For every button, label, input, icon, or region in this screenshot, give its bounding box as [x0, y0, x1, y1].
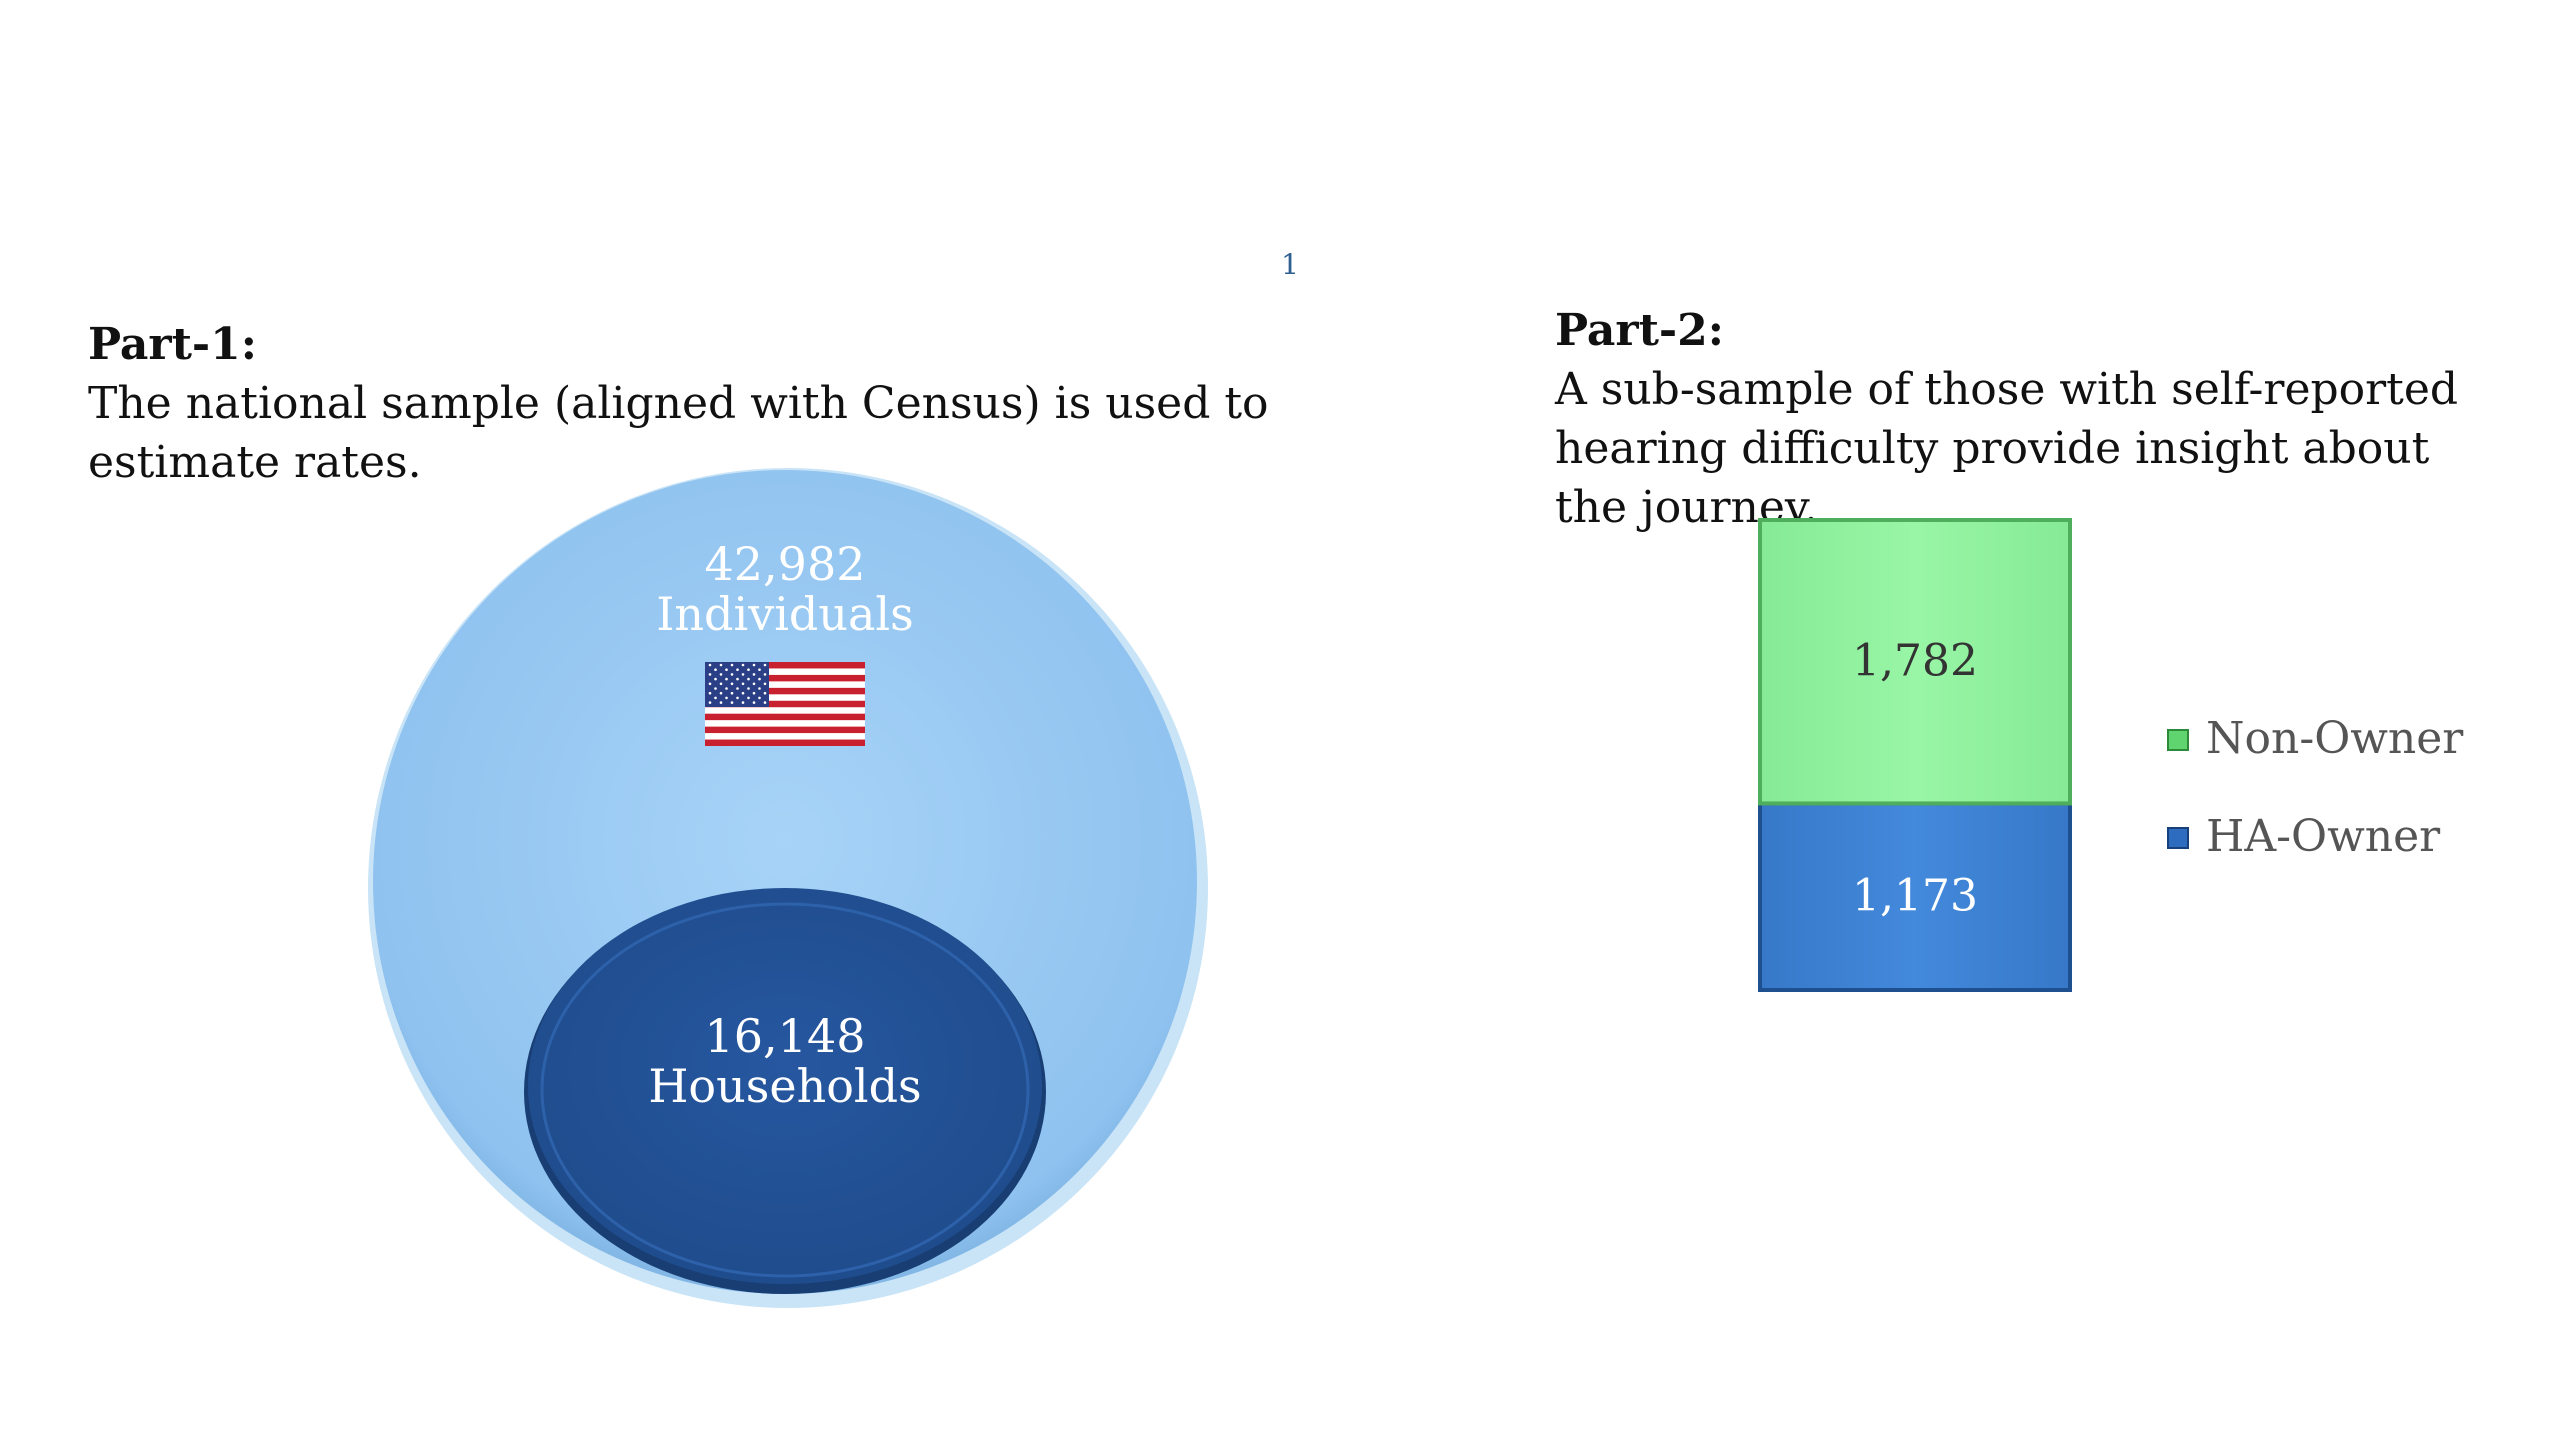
flag-star	[752, 691, 756, 695]
flag-star	[708, 663, 712, 667]
non-owner-value-label: 1,782	[1852, 636, 1978, 687]
flag-star	[758, 687, 761, 690]
flag-star	[758, 696, 761, 700]
flag-star	[747, 696, 750, 700]
flag-star	[725, 687, 728, 690]
flag-star	[719, 691, 723, 695]
flag-star	[741, 691, 745, 695]
owner-stacked-bar-chart: 1,782 1,173 Non-Owner HA-Owner	[1758, 518, 2464, 992]
flag-star	[736, 696, 739, 700]
part-2-text: A sub-sample of those with self-reported…	[1555, 364, 2459, 533]
flag-star	[763, 673, 767, 676]
flag-star	[730, 673, 734, 676]
flag-star	[708, 691, 712, 695]
legend: Non-Owner HA-Owner	[2167, 713, 2464, 862]
flag-star	[730, 691, 734, 695]
flag-stripe	[705, 726, 865, 734]
flag-star	[708, 682, 712, 686]
flag-star	[730, 682, 734, 686]
part-1-text: The national sample (aligned with Census…	[88, 378, 1269, 488]
sample-venn-chart: 42,982 Individuals 16,148 Households	[368, 468, 1208, 1308]
flag-star	[714, 668, 717, 671]
households-label: Households	[648, 1059, 921, 1113]
flag-stripe	[705, 739, 865, 746]
flag-star	[741, 682, 745, 686]
flag-star	[725, 696, 728, 700]
households-count: 16,148	[705, 1009, 866, 1063]
flag-star	[719, 682, 723, 686]
flag-star	[741, 701, 745, 704]
part-1-heading: Part-1:	[88, 319, 258, 370]
flag-star	[752, 682, 756, 686]
flag-star	[708, 701, 712, 704]
us-flag-icon	[705, 662, 865, 746]
legend-label-non-owner: Non-Owner	[2206, 713, 2464, 764]
flag-stripe	[705, 700, 865, 708]
flag-star	[741, 673, 745, 676]
part-2-description: Part-2: A sub-sample of those with self-…	[1555, 302, 2515, 537]
households-circle	[528, 888, 1042, 1284]
flag-star	[752, 663, 756, 667]
part-2-heading: Part-2:	[1555, 305, 1725, 356]
part-1-description: Part-1: The national sample (aligned wit…	[88, 316, 1328, 492]
flag-stripe	[705, 674, 865, 682]
ha-owner-value-label: 1,173	[1852, 871, 1978, 922]
flag-star	[763, 682, 767, 686]
flag-star	[708, 673, 712, 676]
individuals-count: 42,982	[705, 537, 866, 591]
flag-star	[714, 696, 717, 700]
flag-star	[714, 687, 717, 690]
flag-star	[730, 663, 734, 667]
flag-star	[719, 701, 723, 704]
flag-star	[763, 691, 767, 695]
flag-star	[747, 668, 750, 671]
flag-star	[752, 701, 756, 704]
flag-star	[725, 677, 728, 681]
flag-star	[747, 677, 750, 681]
flag-stripe	[705, 687, 865, 695]
page-number: 1	[1281, 248, 1299, 281]
bar-segment-non-owner	[1758, 518, 2072, 806]
households-circle-highlight	[540, 902, 1030, 1278]
flag-stripe	[705, 662, 865, 669]
flag-star	[758, 668, 761, 671]
bar-segment-ha-owner	[1758, 801, 2072, 992]
flag-star	[730, 701, 734, 704]
legend-swatch-non-owner	[2167, 729, 2189, 751]
flag-star	[763, 701, 767, 704]
legend-swatch-ha-owner	[2167, 827, 2189, 849]
flag-star	[719, 663, 723, 667]
flag-star	[725, 668, 728, 671]
flag-star	[736, 687, 739, 690]
individuals-label: Individuals	[656, 587, 913, 641]
flag-star	[741, 663, 745, 667]
flag-stripe	[705, 713, 865, 721]
flag-star	[758, 677, 761, 681]
flag-star	[752, 673, 756, 676]
flag-star	[719, 673, 723, 676]
flag-star	[714, 677, 717, 681]
flag-star	[747, 687, 750, 690]
flag-star	[736, 677, 739, 681]
legend-label-ha-owner: HA-Owner	[2206, 811, 2441, 862]
flag-star	[736, 668, 739, 671]
flag-star	[763, 663, 767, 667]
